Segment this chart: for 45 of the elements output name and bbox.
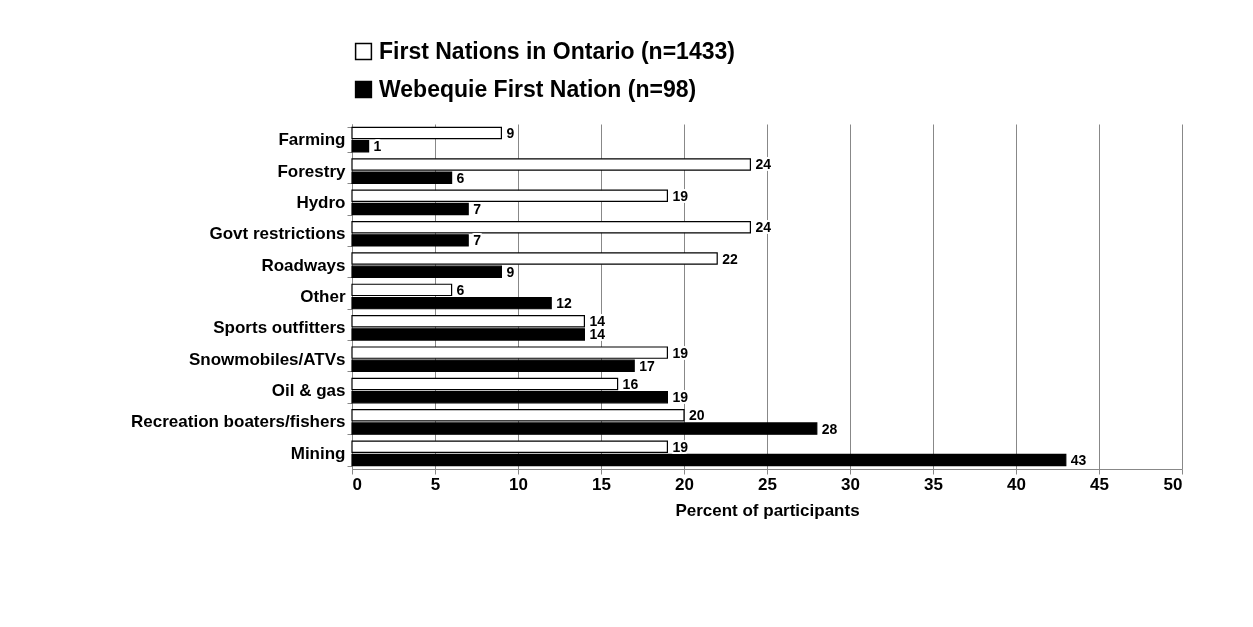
y-tick-label: Snowmobiles/ATVs: [189, 349, 346, 369]
data-label: 6: [456, 169, 465, 186]
y-tick-label: Forestry: [277, 161, 347, 181]
data-label: 24: [755, 219, 772, 236]
data-label: 19: [672, 389, 689, 406]
x-tick-label: 50: [1163, 474, 1183, 494]
x-tick-label: 15: [592, 474, 611, 494]
data-label: 19: [672, 187, 689, 204]
legend-label: Webequie First Nation (n=98): [379, 75, 697, 102]
data-label: 7: [473, 232, 482, 249]
data-label: 24: [755, 156, 772, 173]
data-label: 9: [506, 125, 515, 142]
data-label: 17: [639, 357, 655, 374]
data-label: 9: [506, 263, 515, 280]
data-label: 22: [722, 250, 738, 267]
x-tick-label: 30: [841, 474, 860, 494]
y-tick-label: Other: [300, 287, 346, 306]
data-label: 28: [821, 420, 838, 437]
y-tick-label: Roadways: [261, 255, 346, 275]
data-label: 19: [672, 344, 689, 361]
y-tick-label: Sports outfitters: [213, 318, 346, 338]
data-label: 20: [689, 407, 705, 424]
data-label: 19: [672, 438, 689, 455]
x-tick-label: 5: [430, 474, 441, 494]
y-tick-label: Hydro: [296, 192, 346, 212]
x-tick-label: 25: [758, 474, 777, 494]
y-tick-label: Farming: [278, 130, 346, 150]
x-tick-label: 35: [924, 474, 943, 494]
data-label: 16: [622, 375, 639, 392]
data-label: 6: [456, 281, 465, 298]
data-label: 43: [1070, 451, 1087, 468]
data-label: 12: [556, 295, 572, 312]
data-label: 7: [473, 201, 482, 218]
y-tick-label: Recreation boaters/fishers: [131, 412, 346, 432]
legend-label: First Nations in Ontario (n=1433): [379, 37, 735, 64]
x-tick-label: 40: [1007, 474, 1026, 494]
x-tick-label: 45: [1090, 474, 1109, 494]
x-tick-label: 0: [352, 474, 362, 494]
x-axis-title: Percent of participants: [675, 500, 860, 520]
data-label: 1: [373, 138, 382, 155]
y-tick-label: Mining: [290, 443, 346, 463]
x-tick-label: 10: [509, 474, 528, 494]
y-tick-label: Oil & gas: [271, 381, 346, 401]
y-tick-label: Govt restrictions: [209, 224, 346, 244]
x-tick-label: 20: [675, 474, 694, 494]
